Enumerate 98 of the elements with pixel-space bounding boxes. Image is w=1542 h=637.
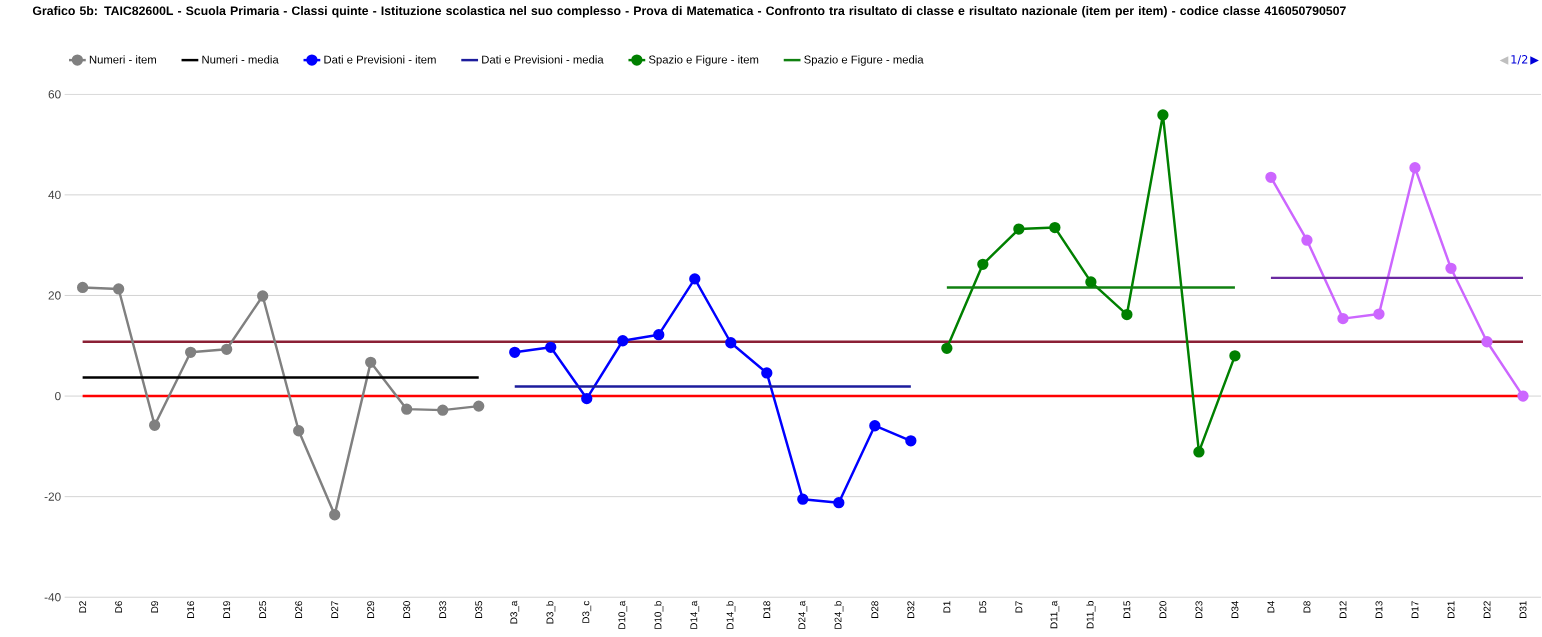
y-tick-label: 60 xyxy=(48,90,61,99)
x-tick-label: D7 xyxy=(1015,601,1023,613)
x-tick-label: D14_a xyxy=(690,600,700,630)
y-tick-label: -20 xyxy=(44,492,61,502)
point xyxy=(1445,262,1457,275)
point xyxy=(1229,350,1241,362)
x-tick-label: D30 xyxy=(403,601,411,619)
point xyxy=(437,404,449,417)
x-tick-label: D12 xyxy=(1339,601,1347,619)
point xyxy=(1409,162,1421,174)
y-tick-label: 20 xyxy=(48,291,61,300)
x-tick-label: D16 xyxy=(187,601,195,619)
point xyxy=(617,335,629,347)
x-tick-label: D23 xyxy=(1195,601,1203,619)
x-tick-label: D33 xyxy=(439,601,447,619)
x-tick-label: D13 xyxy=(1375,601,1383,619)
point xyxy=(473,400,485,413)
point xyxy=(977,258,989,271)
point xyxy=(509,346,521,359)
x-tick-label: D9 xyxy=(151,601,159,613)
x-tick-label: D3_b xyxy=(546,601,556,624)
x-tick-label: D35 xyxy=(475,601,483,619)
point xyxy=(329,509,341,521)
point xyxy=(221,343,233,356)
x-tick-label: D6 xyxy=(115,601,123,613)
legend-label: Dati e Previsioni - media xyxy=(482,55,604,64)
x-tick-label: D28 xyxy=(871,601,879,619)
point xyxy=(545,341,557,354)
x-tick-label: D10_a xyxy=(618,600,628,630)
point xyxy=(401,403,413,416)
point xyxy=(797,493,809,506)
x-tick-label: D31 xyxy=(1519,601,1527,619)
x-tick-label: D25 xyxy=(259,601,267,619)
point xyxy=(833,497,845,509)
x-tick-label: D32 xyxy=(907,601,915,619)
point xyxy=(581,393,593,405)
x-tick-label: D20 xyxy=(1159,601,1167,619)
point xyxy=(1085,276,1097,288)
x-tick-label: D11_b xyxy=(1086,601,1096,629)
point xyxy=(1121,309,1133,321)
point xyxy=(725,337,737,349)
x-tick-label: D8 xyxy=(1303,601,1311,613)
x-tick-label: D1 xyxy=(943,601,951,613)
point xyxy=(1265,171,1277,184)
x-tick-label: D29 xyxy=(367,601,375,619)
legend-label: Dati e Previsioni - item xyxy=(324,55,436,64)
point xyxy=(148,419,161,432)
x-tick-label: D2 xyxy=(79,601,87,613)
point xyxy=(761,367,773,379)
y-tick-label: 0 xyxy=(55,392,61,401)
legend-label: Spazio e Figure - media xyxy=(804,55,924,67)
x-tick-label: D5 xyxy=(979,601,987,613)
point xyxy=(112,283,125,295)
point xyxy=(941,342,953,355)
point xyxy=(185,346,197,359)
point xyxy=(1157,109,1169,121)
point xyxy=(905,435,917,447)
point xyxy=(1337,313,1349,325)
x-tick-label: D15 xyxy=(1123,601,1131,619)
x-tick-label: D24_b xyxy=(834,601,844,630)
text: ▶ xyxy=(1530,56,1539,66)
point xyxy=(1013,223,1025,235)
y-tick-label: -40 xyxy=(44,593,61,602)
x-tick-label: D3_c xyxy=(582,601,592,624)
point xyxy=(365,356,377,369)
x-tick-label: D21 xyxy=(1447,601,1455,619)
x-tick-label: D22 xyxy=(1483,601,1491,619)
point xyxy=(293,425,305,437)
point xyxy=(257,290,269,302)
x-tick-label: D34 xyxy=(1231,601,1239,619)
legend-label: Spazio e Figure - item xyxy=(648,55,759,67)
legend-label: Numeri - media xyxy=(202,55,279,64)
point xyxy=(869,420,881,432)
point xyxy=(1193,446,1205,458)
x-tick-label: D27 xyxy=(331,601,339,619)
point xyxy=(1301,234,1313,247)
point xyxy=(1373,308,1385,320)
point xyxy=(689,273,701,285)
legend-label: Numeri - item xyxy=(89,55,156,64)
point xyxy=(1481,336,1493,348)
text: 1/2 xyxy=(1511,55,1528,65)
point xyxy=(1517,390,1529,402)
x-tick-label: D26 xyxy=(295,601,303,619)
point xyxy=(1049,222,1061,234)
x-tick-label: D19 xyxy=(223,601,231,619)
chart-title: Grafico 5b: TAIC82600L - Scuola Primaria - Classi quinte - Istituzione scolastica nel suo complesso - Prova di Matematica - Confronto tra risultato di classe e risultato nazionale (item per item) - codice classe 416050790507 xyxy=(32,6,1346,18)
x-tick-label: D17 xyxy=(1411,601,1419,619)
x-tick-label: D3_a xyxy=(510,600,520,624)
y-tick-label: 40 xyxy=(48,190,61,200)
text: ◀ xyxy=(1499,56,1509,66)
x-tick-label: D11_a xyxy=(1050,600,1060,629)
x-tick-label: D10_b xyxy=(654,601,664,630)
point xyxy=(76,282,89,294)
x-tick-label: D14_b xyxy=(726,601,736,630)
x-tick-label: D4 xyxy=(1267,601,1275,613)
x-tick-label: D24_a xyxy=(798,600,808,630)
point xyxy=(653,329,665,341)
x-tick-label: D18 xyxy=(763,601,771,619)
